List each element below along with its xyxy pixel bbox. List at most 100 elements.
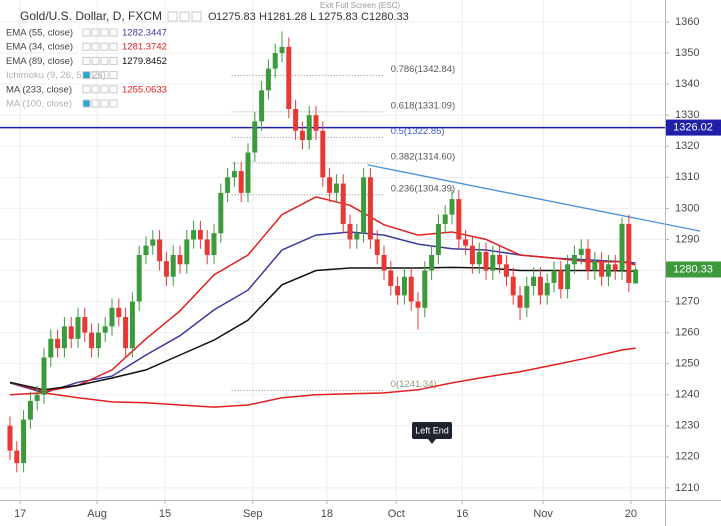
candle-body bbox=[34, 394, 40, 401]
candle-body bbox=[150, 239, 156, 246]
y-tick-label: 1270 bbox=[675, 295, 699, 307]
candle-body bbox=[313, 115, 319, 131]
legend-icon bbox=[91, 85, 100, 94]
y-tick-label: 1230 bbox=[675, 420, 699, 432]
legend-icon bbox=[100, 42, 109, 51]
legend-icon bbox=[82, 85, 91, 94]
candle-body bbox=[469, 245, 475, 265]
indicator-value: 1255.0633 bbox=[122, 84, 167, 95]
fib-label: 0.236(1304.39) bbox=[391, 183, 455, 194]
header-icon bbox=[167, 11, 178, 22]
legend-icon bbox=[82, 56, 91, 65]
candle-body bbox=[48, 338, 54, 358]
y-tick-label: 1240 bbox=[675, 389, 699, 401]
fib-label: 0.786(1342.84) bbox=[391, 64, 455, 75]
y-tick-label: 1330 bbox=[675, 109, 699, 121]
ohlc-letter: O bbox=[208, 11, 217, 23]
price-label: 1326.02 bbox=[673, 121, 713, 133]
candle-body bbox=[463, 239, 469, 246]
legend-icon bbox=[100, 85, 109, 94]
y-tick-label: 1340 bbox=[675, 78, 699, 90]
candle-body bbox=[21, 419, 27, 464]
fib-label: 0.382(1314.60) bbox=[391, 152, 455, 163]
legend-icon bbox=[91, 42, 100, 51]
candle-body bbox=[259, 90, 265, 122]
candle-body bbox=[177, 254, 183, 265]
x-tick-label: Oct bbox=[388, 508, 405, 520]
header-icon bbox=[191, 11, 202, 22]
indicator-name: MA (100, close) bbox=[6, 99, 72, 110]
indicator-name: EMA (89, close) bbox=[6, 56, 73, 67]
candle-body bbox=[381, 254, 387, 271]
candle-body bbox=[558, 270, 564, 290]
x-tick-label: Aug bbox=[87, 508, 107, 520]
tooltip-text: Left End bbox=[415, 425, 449, 435]
exit-fullscreen[interactable]: Exit Full Screen (ESC) bbox=[320, 1, 400, 10]
indicator-name: Ichimoku (9, 26, 52, 26) bbox=[6, 70, 106, 81]
ohlc-value: 1275.83 bbox=[216, 11, 256, 23]
candle-body bbox=[218, 192, 224, 234]
candle-body bbox=[551, 270, 557, 283]
candle-body bbox=[7, 425, 13, 451]
x-tick-label: 18 bbox=[321, 508, 333, 520]
candle-body bbox=[170, 254, 176, 277]
axes: 1210122012301240125012601270128012901300… bbox=[14, 16, 721, 520]
candle-body bbox=[116, 307, 122, 318]
candle-body bbox=[272, 53, 278, 69]
candle-body bbox=[388, 270, 394, 287]
candle-body bbox=[415, 301, 421, 308]
legend-icon bbox=[100, 99, 109, 108]
candle-body bbox=[204, 239, 210, 255]
candle-body bbox=[422, 270, 428, 308]
candle-body bbox=[490, 254, 496, 271]
legend-icon bbox=[91, 56, 100, 65]
candle-body bbox=[354, 233, 360, 240]
candle-body bbox=[408, 276, 414, 302]
candle-body bbox=[191, 230, 197, 240]
x-tick-label: Sep bbox=[243, 508, 263, 520]
trendline bbox=[367, 164, 701, 232]
candle-body bbox=[367, 177, 373, 240]
candle-body bbox=[225, 177, 231, 193]
grid bbox=[0, 0, 665, 500]
price-label-box bbox=[666, 261, 721, 278]
y-tick-label: 1290 bbox=[675, 233, 699, 245]
candle-body bbox=[497, 254, 503, 265]
candle-body bbox=[197, 230, 203, 240]
candle-body bbox=[102, 326, 108, 333]
candle-body bbox=[510, 276, 516, 296]
ohlc-value: 1281.28 bbox=[267, 11, 307, 23]
candle-body bbox=[599, 261, 605, 277]
candle-body bbox=[340, 183, 346, 224]
legend-icon bbox=[109, 56, 118, 65]
candle-body bbox=[531, 276, 537, 287]
header-icon bbox=[179, 11, 190, 22]
candle-body bbox=[435, 223, 441, 255]
y-tick-label: 1210 bbox=[675, 482, 699, 494]
x-tick-label: 17 bbox=[14, 508, 26, 520]
candle-body bbox=[245, 152, 251, 193]
legend-icon bbox=[91, 99, 100, 108]
y-tick-label: 1310 bbox=[675, 171, 699, 183]
ohlc-value: 1275.83 bbox=[318, 11, 358, 23]
legend-icon bbox=[91, 71, 100, 80]
candle-body bbox=[41, 357, 47, 395]
indicator-value: 1281.3742 bbox=[122, 42, 167, 53]
legend-icon bbox=[100, 56, 109, 65]
candle-body bbox=[265, 68, 271, 91]
y-tick-label: 1320 bbox=[675, 140, 699, 152]
ohlc-letter: L bbox=[310, 11, 316, 23]
candle-body bbox=[299, 130, 305, 141]
candle-body bbox=[293, 109, 299, 131]
candle-body bbox=[619, 223, 625, 271]
price-label: 1280.33 bbox=[673, 263, 713, 275]
candle-body bbox=[571, 254, 577, 265]
candle-body bbox=[306, 115, 312, 141]
candle-body bbox=[612, 264, 618, 271]
candle-body bbox=[184, 239, 190, 265]
candle-body bbox=[14, 450, 20, 464]
legend-icon bbox=[109, 99, 118, 108]
fib-label: 0.618(1331.09) bbox=[391, 100, 455, 111]
x-tick-label: 20 bbox=[625, 508, 637, 520]
